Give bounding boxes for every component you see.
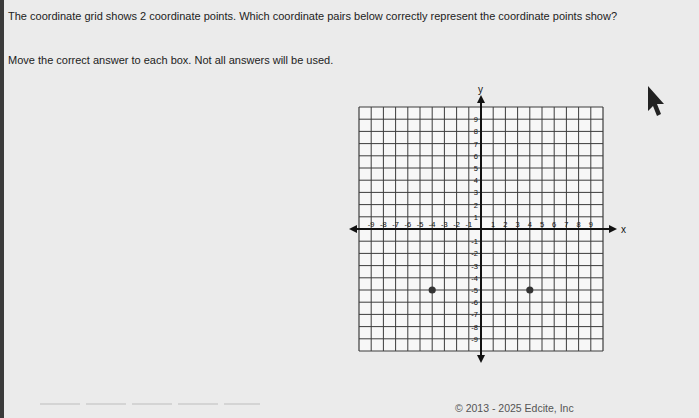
y-tick-label: -6 (471, 298, 478, 307)
x-tick-label: 9 (589, 220, 593, 229)
y-arrow-down (477, 355, 485, 363)
x-tick-label: 2 (503, 220, 507, 229)
y-tick-label: 3 (474, 188, 478, 197)
y-tick-label: -8 (471, 323, 478, 332)
y-tick-label: -4 (471, 274, 478, 283)
x-tick-label: 7 (564, 220, 568, 229)
x-tick-label: 6 (552, 220, 556, 229)
x-arrow (609, 225, 617, 233)
x-tick-label: 8 (577, 220, 581, 229)
x-tick-label: -5 (417, 220, 424, 229)
x-tick-label: 3 (516, 220, 520, 229)
points (429, 286, 534, 293)
y-tick-label: 1 (474, 213, 478, 222)
x-tick-label: -1 (465, 220, 472, 229)
y-tick-label: -3 (471, 262, 478, 271)
edge-strip (0, 0, 4, 418)
x-tick-label: -7 (392, 220, 399, 229)
y-tick-label: 5 (474, 164, 478, 173)
x-tick-label: -4 (429, 220, 436, 229)
point (526, 286, 533, 293)
y-axis (480, 99, 482, 357)
question: The coordinate grid shows 2 coordinate p… (8, 10, 617, 22)
x-axis-label: x (621, 224, 626, 235)
y-tick-label: -9 (471, 335, 478, 344)
coordinate-grid: -9-8-7-6-5-4-3-2-1123456789-9-8-7-6-5-4-… (349, 95, 617, 363)
y-tick-label: 2 (474, 201, 478, 210)
y-tick-label: -7 (471, 310, 478, 319)
y-tick-label: 6 (474, 152, 478, 161)
faint-line (40, 404, 260, 405)
x-tick-label: 5 (540, 220, 544, 229)
y-tick-label: 8 (474, 127, 478, 136)
x-tick-label: 1 (491, 220, 495, 229)
x-arrow-left (349, 225, 357, 233)
x-tick-label: -8 (380, 220, 387, 229)
page: The coordinate grid shows 2 coordinate p… (0, 0, 699, 418)
y-tick-label: -1 (471, 237, 478, 246)
x-tick-label: -6 (404, 220, 411, 229)
y-tick-label: 4 (474, 176, 478, 185)
cursor (648, 86, 664, 116)
instruction: Move the correct answer to each box. Not… (8, 54, 333, 66)
y-tick-label: -5 (471, 286, 478, 295)
y-tick-label: -2 (471, 249, 478, 258)
y-axis-label: y (478, 84, 483, 95)
x-tick-label: -9 (368, 220, 375, 229)
x-tick-label: 4 (528, 220, 532, 229)
point (429, 286, 436, 293)
x-tick-label: -3 (441, 220, 448, 229)
footer: © 2013 - 2025 Edcite, Inc (455, 402, 574, 414)
y-tick-label: 9 (474, 115, 478, 124)
x-tick-label: -2 (453, 220, 460, 229)
y-arrow (477, 95, 485, 103)
y-tick-label: 7 (474, 140, 478, 149)
